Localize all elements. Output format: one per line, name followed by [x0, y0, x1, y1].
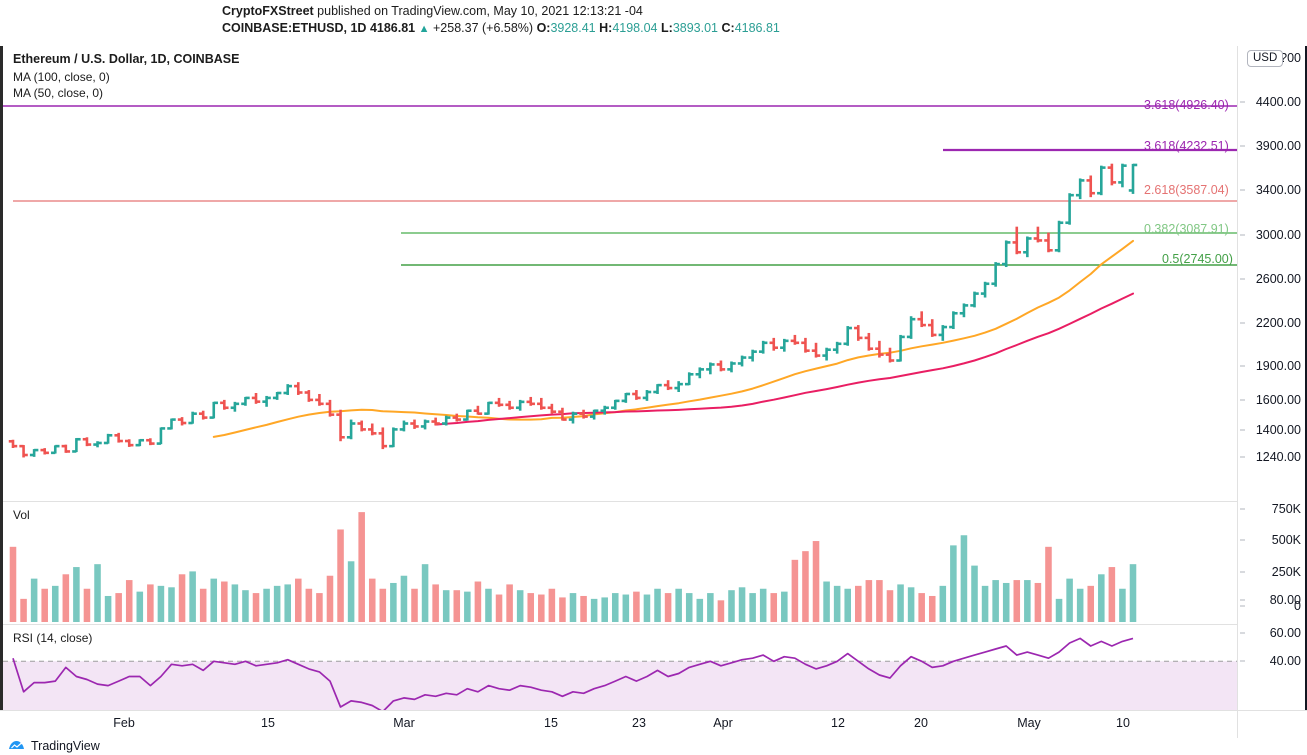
currency-badge[interactable]: USD [1247, 50, 1284, 67]
price-axis-tick-mark [1240, 365, 1245, 367]
high-label: H: [599, 21, 613, 35]
price-axis-tick-mark [1240, 399, 1245, 401]
open-label: O: [536, 21, 551, 35]
low-label: L: [661, 21, 673, 35]
volume-axis-tick-mark [1240, 539, 1245, 541]
footer-branding: TradingView [0, 737, 1307, 755]
price-axis-tick-mark [1240, 101, 1245, 103]
price-change: +258.37 (+6.58%) [433, 21, 534, 35]
tradingview-logo-icon [9, 741, 24, 749]
pane-separator-rsi [3, 624, 1237, 625]
price-axis-tick: 2600.00 [1255, 272, 1301, 286]
price-axis-tick: 1900.00 [1255, 359, 1301, 373]
chart-header: CryptoFXStreet published on TradingView.… [0, 0, 1307, 40]
tradingview-brand-label: TradingView [31, 739, 100, 753]
symbol-label: COINBASE:ETHUSD, 1D [222, 21, 367, 35]
time-axis[interactable]: Feb 15 Mar 15 23 Apr 12 20 May 10 [0, 710, 1307, 738]
volume-axis-tick-mark [1240, 605, 1245, 607]
time-axis-tick: 10 [1116, 716, 1130, 730]
volume-axis-tick: 500K [1271, 533, 1301, 547]
price-axis-tick: 3000.00 [1255, 228, 1301, 242]
time-axis-tick: 20 [914, 716, 928, 730]
price-axis[interactable]: USD 4400.00 3900.00 3400.00 3000.00 2600.00 2… [1237, 46, 1307, 710]
price-axis-tick: 4400.00 [1255, 95, 1301, 109]
price-axis-tick: 1600.00 [1255, 393, 1301, 407]
publisher-name: CryptoFXStreet [222, 4, 314, 18]
low-value: 3893.01 [672, 21, 718, 35]
time-axis-tick: May [1017, 716, 1041, 730]
price-axis-tick: 3400.00 [1255, 183, 1301, 197]
rsi-axis-tick-mark [1240, 660, 1245, 662]
header-attribution-line: CryptoFXStreet published on TradingView.… [222, 3, 1307, 20]
time-axis-divider [1237, 711, 1238, 738]
pane-separator-volume [3, 501, 1237, 502]
volume-axis-tick: 750K [1271, 502, 1301, 516]
close-label: C: [721, 21, 735, 35]
price-axis-tick: 3900.00 [1255, 139, 1301, 153]
price-axis-tick: 1240.00 [1255, 450, 1301, 464]
price-axis-tick-mark [1240, 145, 1245, 147]
price-up-arrow-icon: ▲ [418, 23, 430, 35]
time-axis-tick: Feb [113, 716, 135, 730]
price-axis-tick-mark [1240, 234, 1245, 236]
time-axis-tick: Mar [393, 716, 415, 730]
rsi-axis-tick-mark [1240, 599, 1245, 601]
rsi-axis-tick: 80.00 [1269, 593, 1301, 607]
rsi-axis-tick: 60.00 [1269, 626, 1301, 640]
price-axis-tick-mark [1240, 429, 1245, 431]
volume-axis-tick: 250K [1271, 565, 1301, 579]
price-axis-tick-mark [1240, 278, 1245, 280]
last-price: 4186.81 [369, 21, 416, 35]
time-axis-tick: 15 [261, 716, 275, 730]
price-axis-tick: 1400.00 [1255, 423, 1301, 437]
price-axis-tick: 2200.00 [1255, 316, 1301, 330]
price-axis-tick-mark [1240, 456, 1245, 458]
chart-frame: Ethereum / U.S. Dollar, 1D, COINBASE MA … [0, 46, 1307, 710]
price-axis-tick-mark [1240, 322, 1245, 324]
time-axis-tick: Apr [713, 716, 733, 730]
volume-axis-tick-mark [1240, 571, 1245, 573]
time-axis-tick: 12 [831, 716, 845, 730]
high-value: 4198.04 [612, 21, 658, 35]
close-value: 4186.81 [734, 21, 780, 35]
chart-canvas [3, 105, 1237, 710]
time-axis-tick: 15 [544, 716, 558, 730]
rsi-axis-tick: 40.00 [1269, 654, 1301, 668]
plot-area[interactable]: Ethereum / U.S. Dollar, 1D, COINBASE MA … [1, 46, 1237, 710]
price-axis-tick-mark [1240, 189, 1245, 191]
publish-info: published on TradingView.com, May 10, 20… [313, 4, 643, 18]
open-value: 3928.41 [550, 21, 596, 35]
volume-axis-tick-mark [1240, 508, 1245, 510]
volume-axis-tick: 0 [1294, 599, 1301, 613]
time-axis-tick: 23 [632, 716, 646, 730]
header-quote-line: COINBASE:ETHUSD, 1D 4186.81 ▲ +258.37 (+… [222, 20, 1307, 38]
rsi-axis-tick-mark [1240, 632, 1245, 634]
